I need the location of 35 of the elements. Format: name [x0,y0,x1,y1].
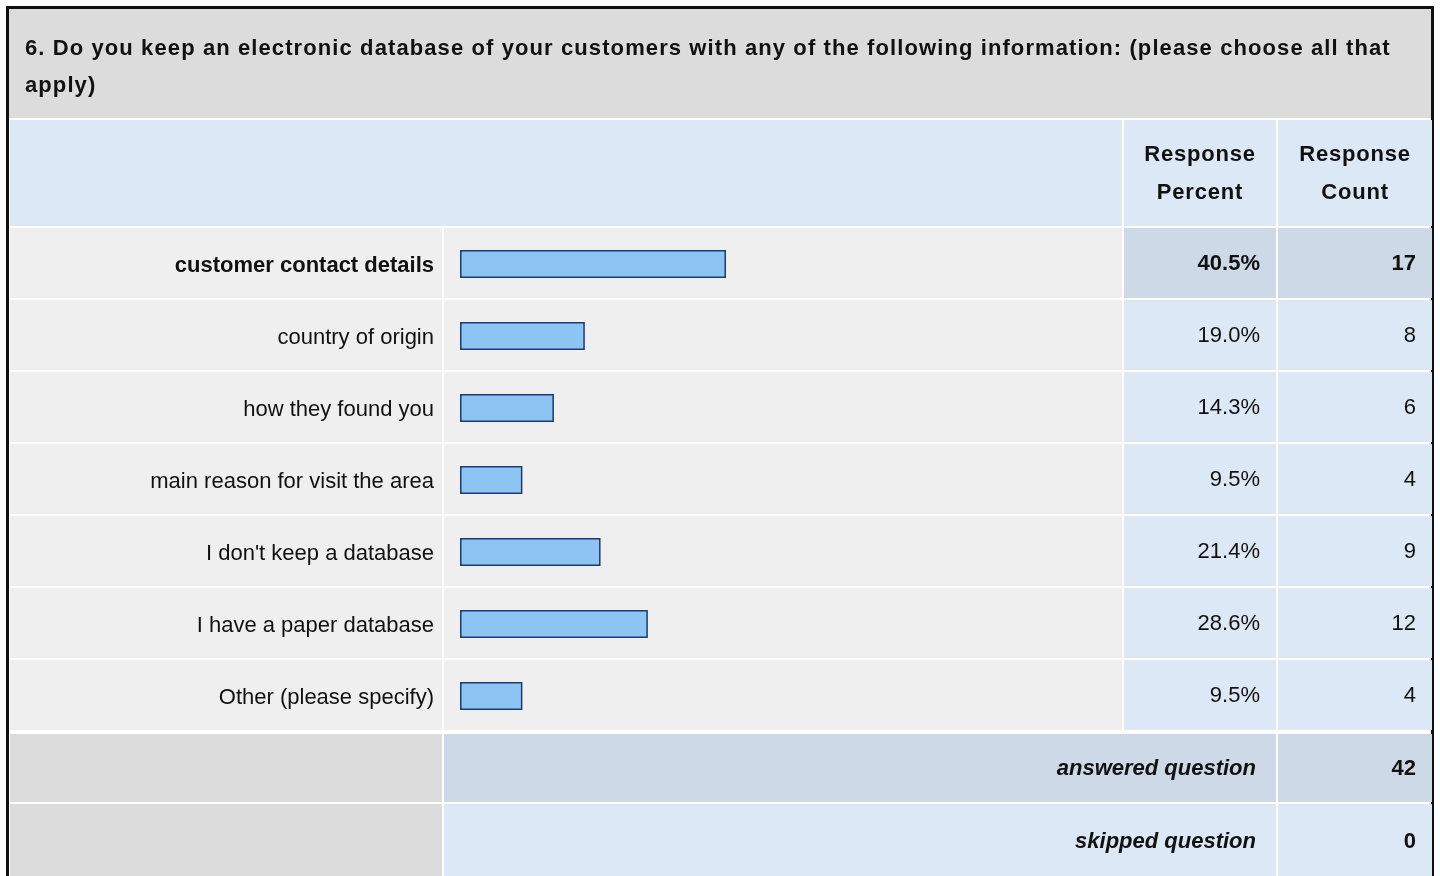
text: 4 [1278,660,1432,730]
text: skipped question [444,804,1276,876]
text: 0 [1278,804,1432,876]
text: Response Count [1278,120,1432,226]
data-label: 14.3% [1124,372,1276,442]
y-tick-label: main reason for visit the area [150,467,435,493]
text: answered question [444,734,1276,802]
bar [460,466,523,494]
y-tick-label: Other (please specify) [218,683,434,709]
data-label: 40.5% [1124,228,1276,298]
bar [460,250,726,278]
text: 8 [1278,300,1432,370]
bar [460,538,601,566]
data-label: 9.5% [1124,444,1276,514]
y-tick-label: I have a paper database [196,611,434,637]
data-label: 19.0% [1124,300,1276,370]
y-tick-label: customer contact details [174,251,434,277]
text: 4 [1278,444,1432,514]
data-label: 21.4% [1124,516,1276,586]
text: Response Percent [1124,120,1276,226]
y-tick-label: country of origin [277,323,434,349]
bar [460,322,585,350]
text: 9 [1278,516,1432,586]
y-tick-label: I don't keep a database [205,539,434,565]
y-tick-label: how they found you [243,395,434,421]
bar [460,394,554,422]
text: 6 [1278,372,1432,442]
text: 42 [1278,734,1432,802]
text: 12 [1278,588,1432,658]
bar [460,610,648,638]
chart-title: 6. Do you keep an electronic database of your customers with any of the following information: (please choose all that apply) [9,9,1431,118]
data-label: 28.6% [1124,588,1276,658]
bar [460,682,523,710]
text: 17 [1278,228,1432,298]
data-label: 9.5% [1124,660,1276,730]
